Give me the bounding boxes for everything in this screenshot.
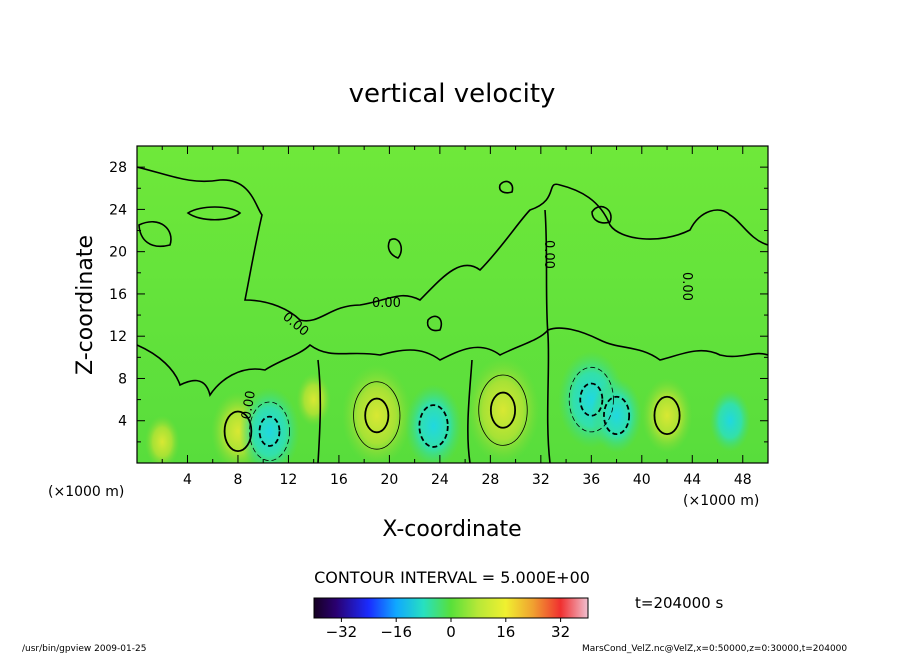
y-tick-label: 24: [109, 202, 127, 218]
x-axis: 4 8 12 16 20 24 28 32 36 40 44 48: [161, 146, 752, 488]
y-tick-label: 4: [118, 414, 127, 430]
contour-blob-4: [591, 205, 612, 224]
vertical-contour-x32: [544, 209, 551, 463]
updraft-cell: [641, 378, 693, 453]
cell-contour-line: [653, 395, 681, 436]
cell-contour-line: [249, 401, 290, 462]
y-axis-label: Z-coordinate: [73, 235, 98, 375]
plot-frame: [136, 145, 769, 464]
contour-label: 0.00: [541, 240, 556, 269]
cell-contour-line: [258, 415, 281, 447]
x-tick-label: 4: [183, 472, 192, 488]
contour-blob-2: [138, 220, 172, 247]
y-tick-label: 20: [109, 245, 127, 261]
y-tick-label: 8: [118, 371, 127, 387]
cell-contour-line: [489, 391, 517, 429]
y-tick-label: 16: [109, 287, 127, 303]
colorbar-ticks: −32 −16 0 16 32: [326, 618, 570, 641]
updraft-cell: [145, 415, 180, 463]
x-tick-label: 12: [280, 472, 298, 488]
contour-blob-1: [186, 206, 242, 221]
cell-contour-line: [478, 374, 528, 446]
downdraft-cell: [709, 389, 751, 452]
y-axis: 4 8 12 16 20 24 28: [109, 160, 768, 443]
zero-contour-upper: [137, 166, 768, 322]
vertical-contour-x26: [467, 359, 473, 463]
y-tick-label: 28: [109, 160, 127, 176]
footer-right: MarsCond_VelZ.nc@VelZ,x=0:50000,z=0:3000…: [582, 644, 847, 654]
x-tick-label: 36: [582, 472, 600, 488]
x-tick-label: 40: [633, 472, 651, 488]
contour-interval-text: CONTOUR INTERVAL = 5.000E+00: [314, 568, 590, 587]
updraft-cell: [466, 357, 540, 463]
cell-contour-line: [418, 404, 449, 448]
cell-contour-line: [364, 397, 390, 434]
downdraft-cell: [405, 384, 462, 463]
colorbar-tick-label: −32: [326, 623, 358, 641]
x-tick-label: 32: [532, 472, 550, 488]
zero-contours: [137, 166, 768, 463]
contour-labels: 0.00 0.00 0.00 0.00 0.00: [239, 240, 694, 421]
cell-contour-line: [353, 381, 401, 450]
contour-label: 0.00: [679, 272, 694, 301]
footer-left: /usr/bin/gpview 2009-01-25: [22, 644, 146, 654]
chart-title: vertical velocity: [349, 79, 556, 109]
contour-blob-5: [426, 315, 443, 332]
downdraft-cell: [239, 387, 300, 463]
y-tick-label: 12: [109, 329, 127, 345]
plot-area: [137, 146, 768, 463]
x-tick-label: 20: [380, 472, 398, 488]
x-tick-label: 8: [233, 472, 242, 488]
x-tick-label: 16: [330, 472, 348, 488]
x-tick-label: 24: [431, 472, 449, 488]
colorbar-tick-label: −16: [380, 623, 412, 641]
colorbar-tick-label: 0: [446, 623, 456, 641]
x-tick-label: 44: [683, 472, 701, 488]
x-axis-label: X-coordinate: [382, 517, 521, 542]
cell-contour-line: [568, 366, 614, 433]
contour-blob-6: [498, 180, 514, 194]
contour-label: 0.00: [239, 390, 259, 421]
colorbar-tick-label: 32: [551, 623, 570, 641]
x-tick-label: 28: [481, 472, 499, 488]
colorbar-tick-label: 16: [496, 623, 515, 641]
cell-contour-line: [223, 410, 253, 452]
cell-contours: [223, 366, 681, 462]
cell-contour-line: [603, 395, 631, 436]
x-tick-label: 48: [734, 472, 752, 488]
contour-blob-3: [387, 238, 402, 259]
zero-contour-lower: [137, 327, 768, 397]
updraft-cell: [296, 373, 331, 426]
y-unit-label: (×1000 m): [48, 484, 124, 500]
updraft-cell: [341, 364, 412, 463]
cell-contour-line: [579, 382, 604, 417]
downdraft-cell: [591, 378, 642, 453]
colorbar: [313, 597, 589, 619]
time-label: t=204000 s: [635, 594, 723, 612]
vertical-contour-x13: [317, 359, 322, 463]
x-unit-label: (×1000 m): [683, 493, 759, 509]
contour-label: 0.00: [372, 296, 401, 311]
